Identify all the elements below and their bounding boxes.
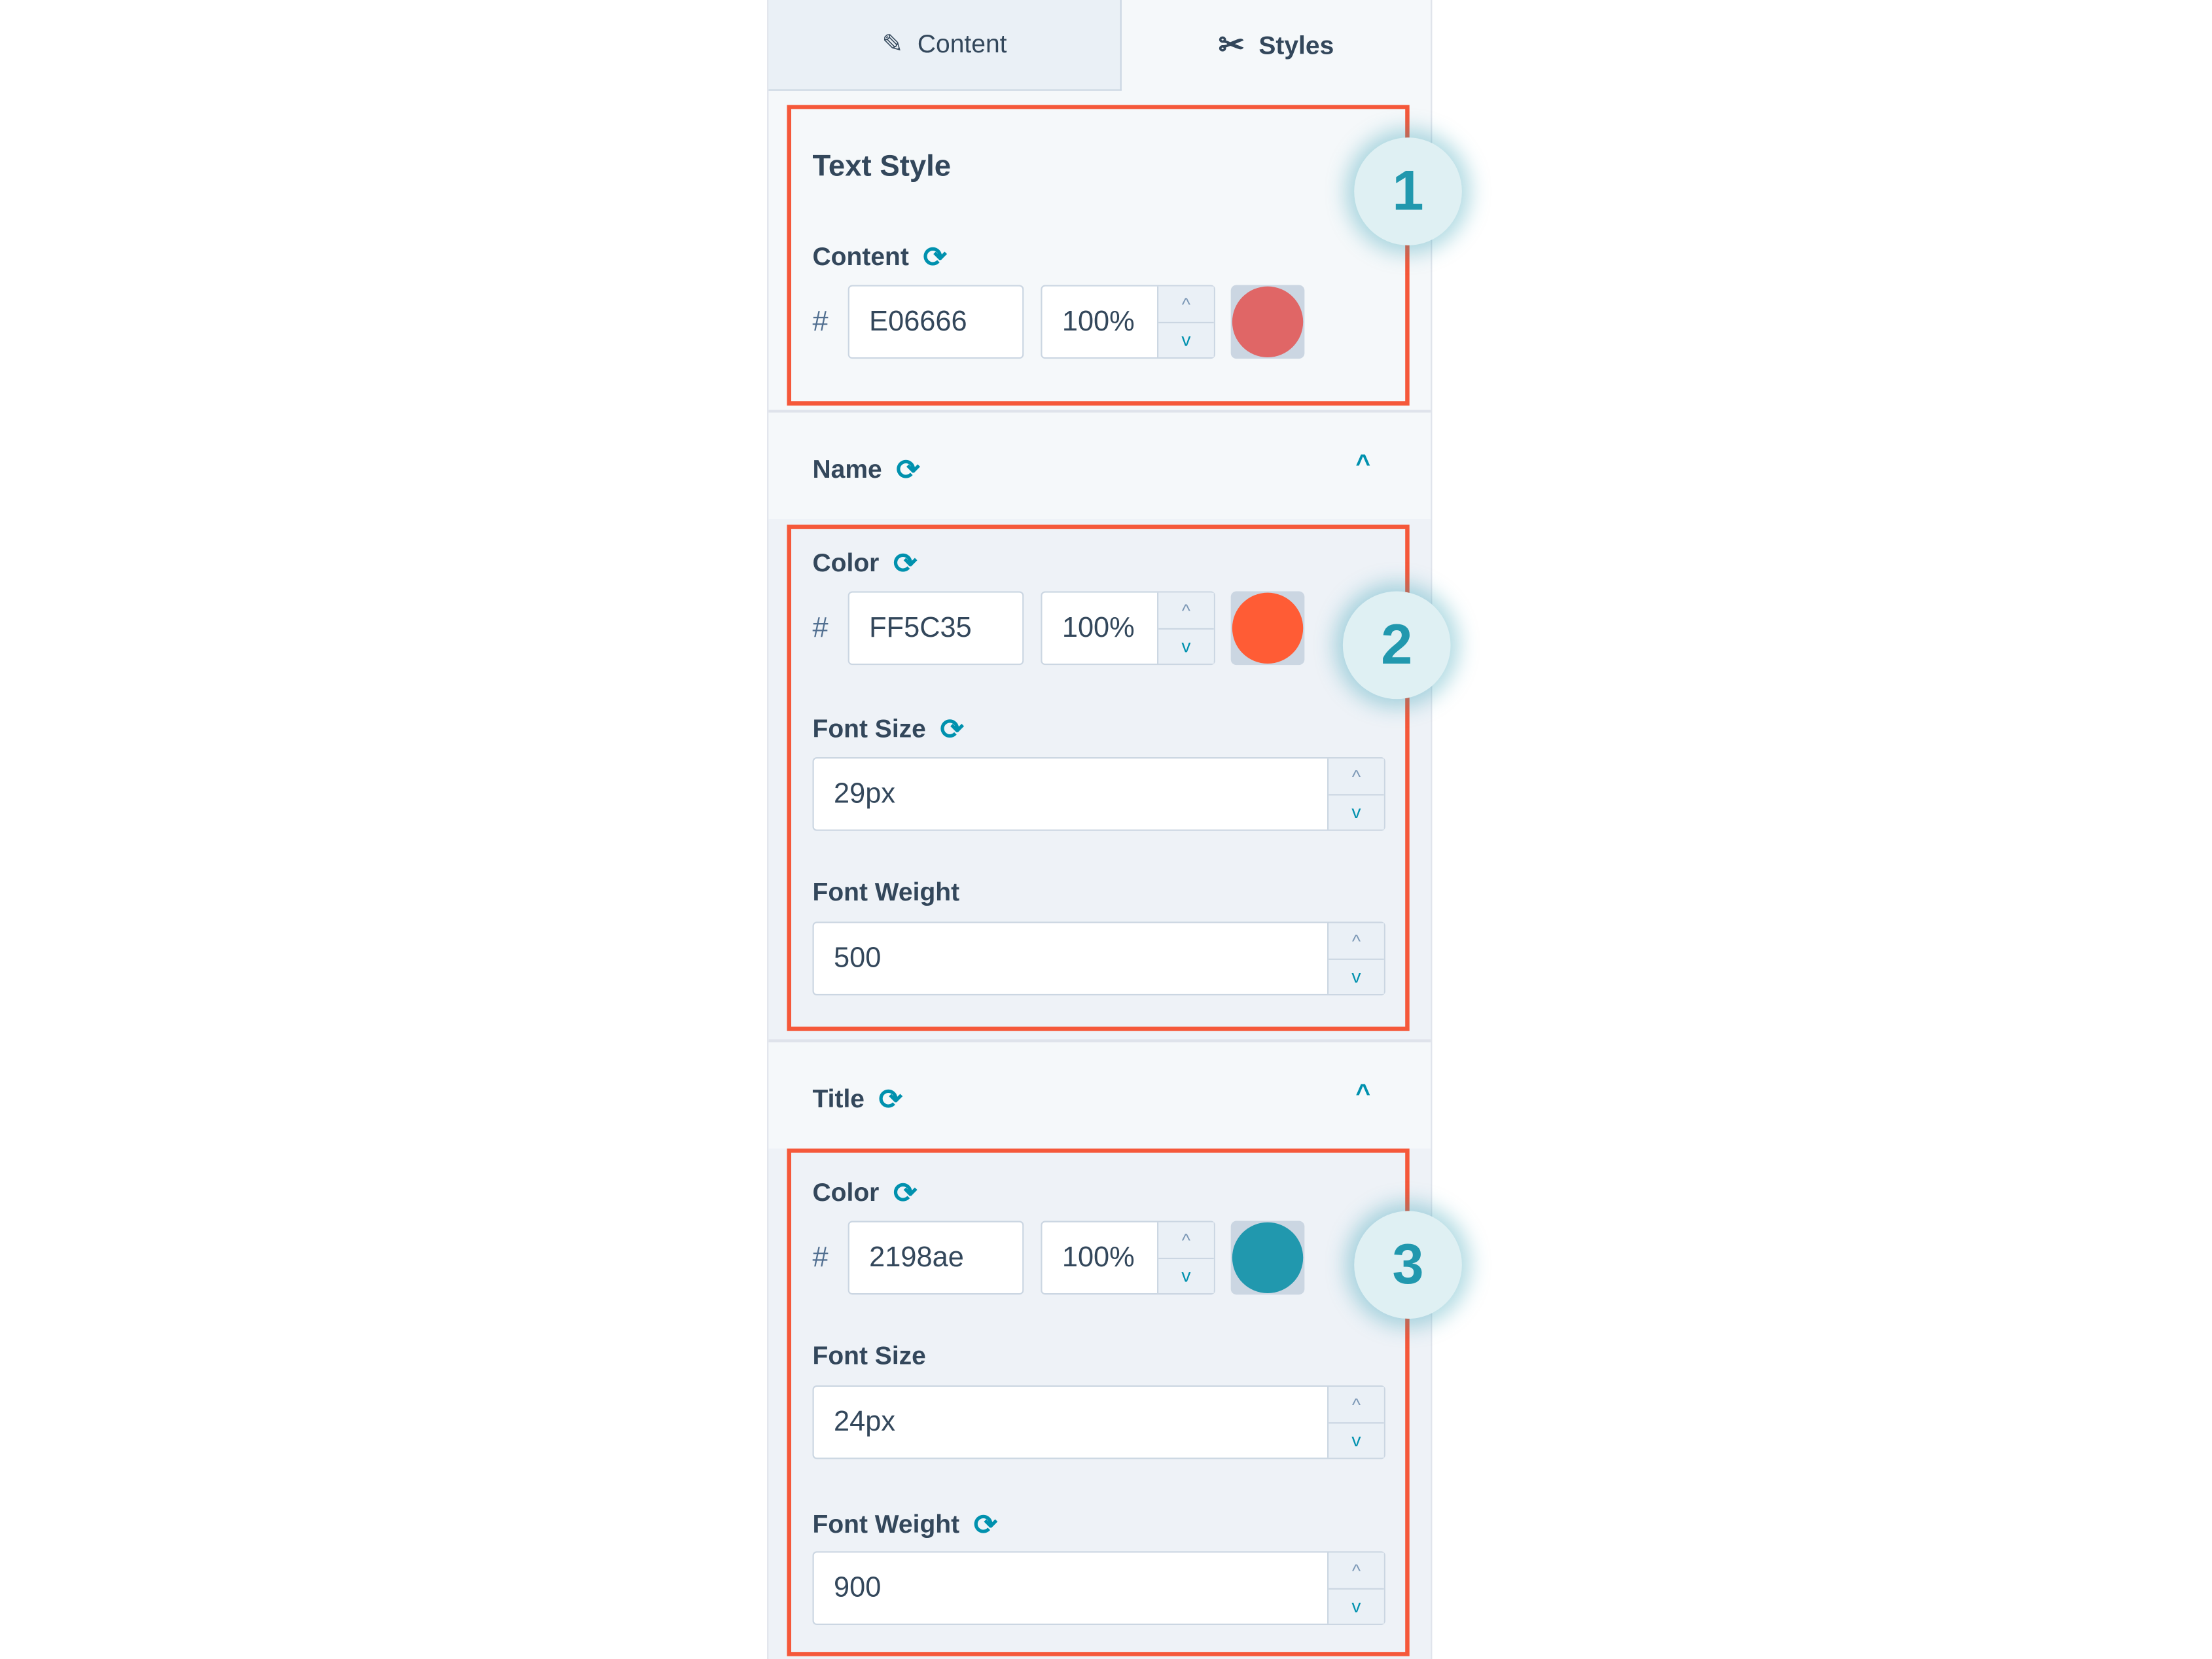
font-size-input[interactable]: 29px ^ v <box>812 757 1385 831</box>
tab-content[interactable]: ✎ Content <box>768 0 1122 91</box>
font-size-stepper[interactable]: ^ v <box>1327 1387 1384 1458</box>
refresh-icon[interactable]: ⟳ <box>940 715 964 746</box>
opacity-stepper[interactable]: ^ v <box>1157 592 1214 664</box>
refresh-icon[interactable]: ⟳ <box>893 548 918 580</box>
title-section-header[interactable]: Title ⟳ ^ <box>768 1039 1431 1152</box>
color-swatch[interactable] <box>1230 591 1305 666</box>
name-section-header[interactable]: Name ⟳ ^ <box>768 410 1431 522</box>
chevron-up-icon[interactable]: ^ <box>1355 1079 1371 1108</box>
opacity-input[interactable]: 100% ^ v <box>1041 591 1215 666</box>
chevron-up-icon[interactable]: ^ <box>1355 449 1371 478</box>
tab-styles[interactable]: ✂ Styles <box>1122 0 1431 91</box>
refresh-icon[interactable]: ⟳ <box>893 1178 918 1210</box>
highlight-box-2 <box>787 524 1410 1031</box>
color-swatch[interactable] <box>1230 285 1305 359</box>
refresh-icon[interactable]: ⟳ <box>878 1084 903 1116</box>
font-weight-stepper[interactable]: ^ v <box>1327 1552 1384 1624</box>
pencil-icon: ✎ <box>882 29 904 58</box>
opacity-input[interactable]: 100% ^ v <box>1041 1221 1215 1295</box>
opacity-stepper[interactable]: ^ v <box>1157 1222 1214 1294</box>
hex-input[interactable]: E06666 <box>847 285 1024 359</box>
refresh-icon[interactable]: ⟳ <box>923 242 947 274</box>
step-badge-2: 2 <box>1342 591 1451 700</box>
hex-input[interactable]: FF5C35 <box>847 591 1024 666</box>
font-size-input[interactable]: 24px ^ v <box>812 1385 1385 1459</box>
color-swatch[interactable] <box>1230 1221 1305 1295</box>
font-size-stepper[interactable]: ^ v <box>1327 758 1384 830</box>
refresh-icon[interactable]: ⟳ <box>973 1510 998 1542</box>
hex-input[interactable]: 2198ae <box>847 1221 1024 1295</box>
section-title: Text Style <box>812 150 952 183</box>
brush-icon: ✂ <box>1218 27 1245 63</box>
font-weight-stepper[interactable]: ^ v <box>1327 923 1384 994</box>
opacity-stepper[interactable]: ^ v <box>1157 286 1214 358</box>
opacity-input[interactable]: 100% ^ v <box>1041 285 1215 359</box>
refresh-icon[interactable]: ⟳ <box>896 455 920 487</box>
highlight-box-1 <box>787 105 1410 406</box>
step-badge-3: 3 <box>1354 1211 1462 1319</box>
font-weight-input[interactable]: 500 ^ v <box>812 921 1385 996</box>
font-weight-input[interactable]: 900 ^ v <box>812 1551 1385 1626</box>
step-badge-1: 1 <box>1354 137 1462 245</box>
highlight-box-3 <box>787 1149 1410 1656</box>
